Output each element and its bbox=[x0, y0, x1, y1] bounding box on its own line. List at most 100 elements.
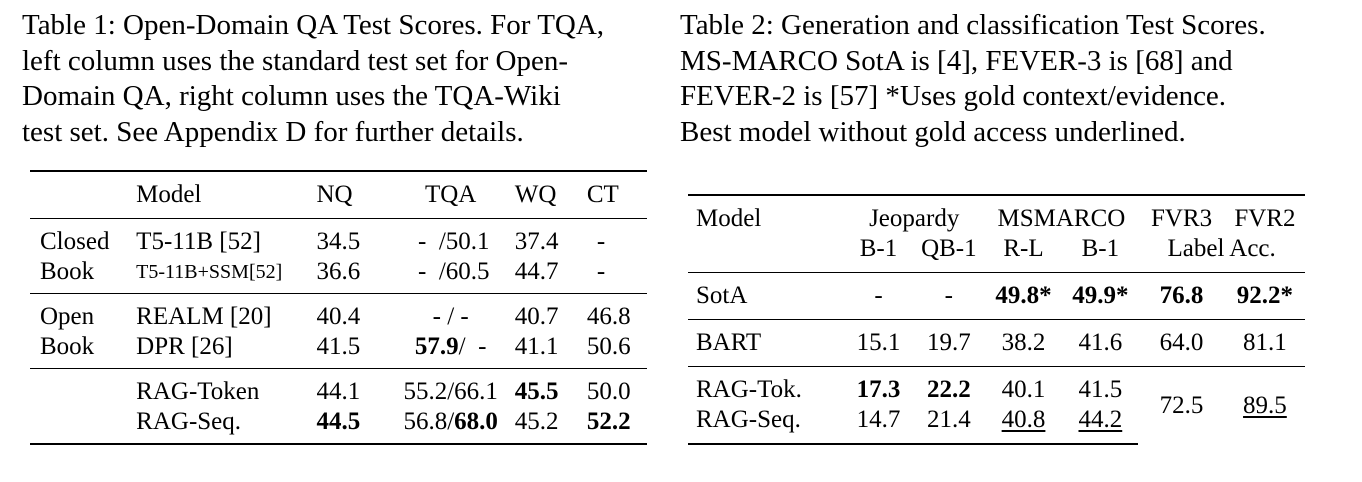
table-subheader-row: B-1 QB-1 R-L B-1 Label Acc. bbox=[688, 234, 1305, 273]
tqa-cell: 56.8/68.0 bbox=[386, 407, 515, 445]
msmarco-b1-cell: 41.6 bbox=[1062, 319, 1139, 367]
msmarco-rl-cell: 40.8 bbox=[984, 405, 1063, 445]
wq-cell: 40.7 bbox=[514, 293, 587, 332]
wq-cell: 44.7 bbox=[514, 258, 559, 285]
header-model: Model bbox=[688, 194, 844, 234]
header-jeopardy: Jeopardy bbox=[843, 194, 985, 234]
jeopardy-qb1-cell: 19.7 bbox=[913, 319, 985, 367]
table1-caption: Table 1: Open-Domain QA Test Scores. For… bbox=[22, 8, 660, 150]
ct-cell: - bbox=[596, 258, 606, 285]
table-row: Closed T5-11B [52] 34.5 - /50.1 37.4 - bbox=[30, 218, 647, 257]
table-row: SotA - - 49.8* 49.9* 76.8 92.2* bbox=[688, 272, 1305, 320]
table-row: Book T5-11B+SSM[52] 36.6 - /60.5 44.7 - bbox=[30, 257, 647, 294]
wq-cell: 45.2 bbox=[514, 407, 587, 445]
jeopardy-b1-cell: 17.3 bbox=[843, 366, 914, 405]
table2-generation-classification: Model Jeopardy MSMARCO FVR3 FVR2 B-1 QB-… bbox=[688, 194, 1305, 445]
model-cell: T5-11B [52] bbox=[136, 218, 317, 257]
wq-cell: 41.1 bbox=[514, 333, 559, 360]
jeopardy-qb1-cell: 21.4 bbox=[913, 405, 985, 445]
wq-cell: 37.4 bbox=[514, 218, 587, 257]
header-msmarco: MSMARCO bbox=[984, 194, 1139, 234]
ct-cell: - bbox=[586, 218, 647, 257]
msmarco-b1-cell: 44.2 bbox=[1062, 405, 1139, 445]
jeopardy-b1-cell: - bbox=[843, 272, 914, 320]
subheader-label-acc: Label Acc. bbox=[1167, 235, 1276, 262]
header-fvr3: FVR3 bbox=[1138, 194, 1225, 234]
ct-cell: 50.0 bbox=[586, 368, 647, 407]
fvr3-cell: 64.0 bbox=[1138, 319, 1225, 367]
tqa-cell: - / - bbox=[386, 293, 515, 332]
header-fvr2: FVR2 bbox=[1224, 194, 1305, 234]
caption-line: Domain QA, right column uses the TQA-Wik… bbox=[22, 80, 561, 112]
model-cell: SotA bbox=[688, 272, 844, 320]
msmarco-rl-cell: 38.2 bbox=[984, 319, 1063, 367]
table-row: Open REALM [20] 40.4 - / - 40.7 46.8 bbox=[30, 293, 647, 332]
nq-cell: 41.5 bbox=[316, 333, 361, 360]
tqa-cell: 55.2/66.1 bbox=[386, 368, 515, 407]
model-cell: BART bbox=[688, 319, 844, 367]
nq-cell: 34.5 bbox=[316, 218, 387, 257]
jeopardy-qb1-cell: - bbox=[913, 272, 985, 320]
caption-line: left column uses the standard test set f… bbox=[22, 44, 569, 77]
table-row: RAG-Seq. 44.5 56.8/68.0 45.2 52.2 bbox=[30, 407, 647, 445]
caption-line: MS-MARCO SotA is [4], FEVER-3 is [68] an… bbox=[680, 44, 1233, 77]
caption-line: Best model without gold access underline… bbox=[680, 115, 1186, 148]
model-cell: REALM [20] bbox=[136, 293, 317, 332]
header-ct: CT bbox=[586, 170, 647, 219]
subheader-qb1: QB-1 bbox=[921, 235, 977, 262]
fvr3-cell: 72.5 bbox=[1138, 366, 1225, 444]
ct-cell: 52.2 bbox=[586, 407, 647, 445]
wq-cell: 45.5 bbox=[514, 368, 587, 407]
nq-cell: 44.1 bbox=[316, 368, 387, 407]
model-cell: RAG-Tok. bbox=[688, 366, 844, 405]
group-label: Open bbox=[30, 293, 137, 332]
fvr3-cell: 76.8 bbox=[1138, 272, 1225, 320]
nq-cell: 44.5 bbox=[316, 407, 387, 445]
fvr2-cell: 89.5 bbox=[1224, 366, 1305, 444]
msmarco-rl-cell: 49.8* bbox=[984, 272, 1063, 320]
model-cell: DPR [26] bbox=[136, 333, 233, 360]
tqa-cell: 57.9/ - bbox=[414, 333, 487, 360]
msmarco-b1-cell: 41.5 bbox=[1062, 366, 1139, 405]
fvr2-cell: 81.1 bbox=[1224, 319, 1305, 367]
table2-caption: Table 2: Generation and classification T… bbox=[680, 8, 1320, 150]
model-cell: T5-11B+SSM[52] bbox=[136, 261, 283, 283]
table-header-row: Model Jeopardy MSMARCO FVR3 FVR2 bbox=[688, 194, 1305, 234]
subheader-b1: B-1 bbox=[1081, 235, 1120, 262]
table-header-row: Model NQ TQA WQ CT bbox=[30, 170, 647, 219]
model-cell: RAG-Token bbox=[136, 368, 317, 407]
jeopardy-qb1-cell: 22.2 bbox=[913, 366, 985, 405]
header-nq: NQ bbox=[316, 170, 387, 219]
ct-cell: 50.6 bbox=[586, 333, 631, 360]
caption-line: FEVER-2 is [57] *Uses gold context/evide… bbox=[680, 80, 1227, 112]
nq-cell: 40.4 bbox=[316, 293, 387, 332]
subheader-rl: R-L bbox=[1003, 235, 1044, 262]
table-row: RAG-Seq. 14.7 21.4 40.8 44.2 bbox=[688, 405, 1305, 445]
table1-open-domain-qa: Model NQ TQA WQ CT Closed T5-11B [52] 34… bbox=[30, 170, 647, 445]
tqa-cell: - /60.5 bbox=[418, 258, 490, 285]
table-row: BART 15.1 19.7 38.2 41.6 64.0 81.1 bbox=[688, 319, 1305, 367]
caption-line: Table 2: Generation and classification T… bbox=[680, 9, 1266, 41]
msmarco-rl-cell: 40.1 bbox=[984, 366, 1063, 405]
table-row: RAG-Tok. 17.3 22.2 40.1 41.5 72.5 89.5 bbox=[688, 366, 1305, 444]
ct-cell: 46.8 bbox=[586, 293, 647, 332]
table-row: RAG-Token 44.1 55.2/66.1 45.5 50.0 bbox=[30, 368, 647, 407]
header-model: Model bbox=[136, 170, 317, 219]
jeopardy-b1-cell: 14.7 bbox=[843, 405, 914, 445]
table-row: Book DPR [26] 41.5 57.9/ - 41.1 50.6 bbox=[30, 332, 647, 369]
model-cell: RAG-Seq. bbox=[688, 405, 844, 445]
fvr2-cell: 92.2* bbox=[1224, 272, 1305, 320]
header-tqa: TQA bbox=[386, 170, 515, 219]
group-label: Closed bbox=[30, 218, 137, 257]
subheader-b1: B-1 bbox=[859, 235, 898, 262]
tqa-cell: - /50.1 bbox=[386, 218, 515, 257]
header-wq: WQ bbox=[514, 170, 587, 219]
group-label: Book bbox=[40, 258, 95, 285]
caption-line: Table 1: Open-Domain QA Test Scores. For… bbox=[22, 9, 605, 41]
caption-line: test set. See Appendix D for further det… bbox=[22, 115, 524, 148]
msmarco-b1-cell: 49.9* bbox=[1062, 272, 1139, 320]
group-label: Book bbox=[40, 333, 95, 360]
jeopardy-b1-cell: 15.1 bbox=[843, 319, 914, 367]
model-cell: RAG-Seq. bbox=[136, 407, 317, 445]
